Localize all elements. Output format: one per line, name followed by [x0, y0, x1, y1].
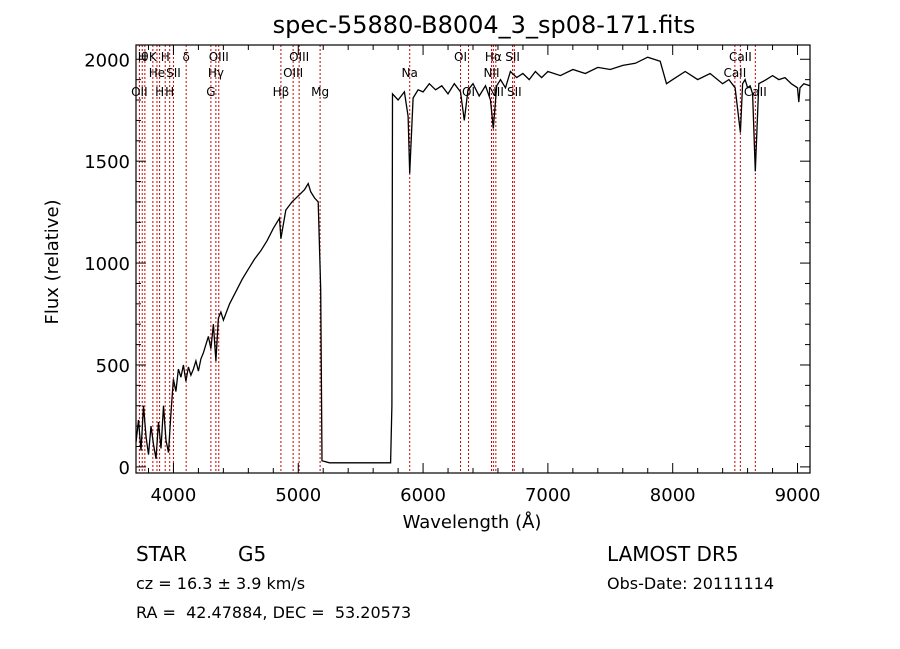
- line-marker-label-3: K: [149, 50, 158, 64]
- y-tick-label-4: 2000: [84, 50, 130, 71]
- line-marker-label-2: θ: [141, 50, 148, 64]
- line-marker-label-12: OIII: [209, 50, 229, 64]
- spectrum-line: [135, 56, 811, 464]
- line-markers: [138, 45, 756, 473]
- line-marker-label-20: NII: [483, 66, 499, 80]
- line-marker-label-18: OI: [454, 50, 467, 64]
- survey-name: LAMOST DR5: [607, 542, 739, 566]
- line-marker-label-17: Na: [402, 66, 418, 80]
- y-tick-label-2: 1000: [84, 254, 130, 275]
- obs-date: Obs-Date: 20111114: [607, 574, 775, 593]
- x-axis-label: Wavelength (Å): [403, 511, 542, 533]
- line-marker-label-27: CaII: [744, 85, 767, 99]
- line-marker-label-21: Hα: [485, 50, 502, 64]
- redshift-cz: cz = 16.3 ± 3.9 km/s: [136, 574, 306, 593]
- y-tick-label-3: 1500: [84, 152, 130, 173]
- x-tick-label-2: 6000: [400, 485, 446, 506]
- line-marker-label-0: OII: [131, 85, 148, 99]
- line-marker-label-10: G: [206, 85, 215, 99]
- line-marker-label-9: δ: [183, 50, 190, 64]
- x-tick-label-1: 5000: [275, 485, 321, 506]
- line-marker-label-1: H: [138, 50, 147, 64]
- line-marker-label-14: OIII: [283, 66, 303, 80]
- line-marker-label-5: H: [155, 85, 164, 99]
- line-marker-label-4: He: [149, 66, 165, 80]
- line-marker-label-11: Hγ: [208, 66, 224, 80]
- coordinates: RA = 42.47884, DEC = 53.20573: [136, 603, 412, 622]
- line-marker-label-16: Mg: [311, 85, 329, 99]
- line-marker-label-24: SII: [507, 85, 522, 99]
- line-marker-label-23: SII: [505, 50, 520, 64]
- line-marker-label-26: CaII: [729, 50, 752, 64]
- line-marker-label-25: CaII: [723, 66, 746, 80]
- line-marker-label-6: H: [161, 50, 170, 64]
- x-tick-label-0: 4000: [151, 485, 197, 506]
- line-marker-label-8: SII: [166, 66, 181, 80]
- x-tick-label-5: 9000: [775, 485, 821, 506]
- y-axis: 0 500 1000 1500 2000: [84, 50, 810, 479]
- line-marker-label-7: H: [165, 85, 174, 99]
- x-tick-label-4: 8000: [650, 485, 696, 506]
- line-marker-label-19: OI: [462, 85, 475, 99]
- y-axis-label: Flux (relative): [42, 199, 63, 324]
- x-axis: 4000 5000 6000 7000 8000 9000: [147, 45, 821, 506]
- x-tick-label-3: 7000: [525, 485, 571, 506]
- line-marker-label-15: OIII: [289, 50, 309, 64]
- subclass: G5: [238, 542, 267, 566]
- chart-title: spec-55880-B8004_3_sp08-171.fits: [273, 11, 696, 39]
- plot-frame: [135, 44, 811, 474]
- line-marker-label-13: Hβ: [273, 85, 290, 99]
- object-type: STAR: [136, 542, 187, 566]
- y-tick-label-1: 500: [96, 356, 130, 377]
- y-tick-label-0: 0: [119, 458, 130, 479]
